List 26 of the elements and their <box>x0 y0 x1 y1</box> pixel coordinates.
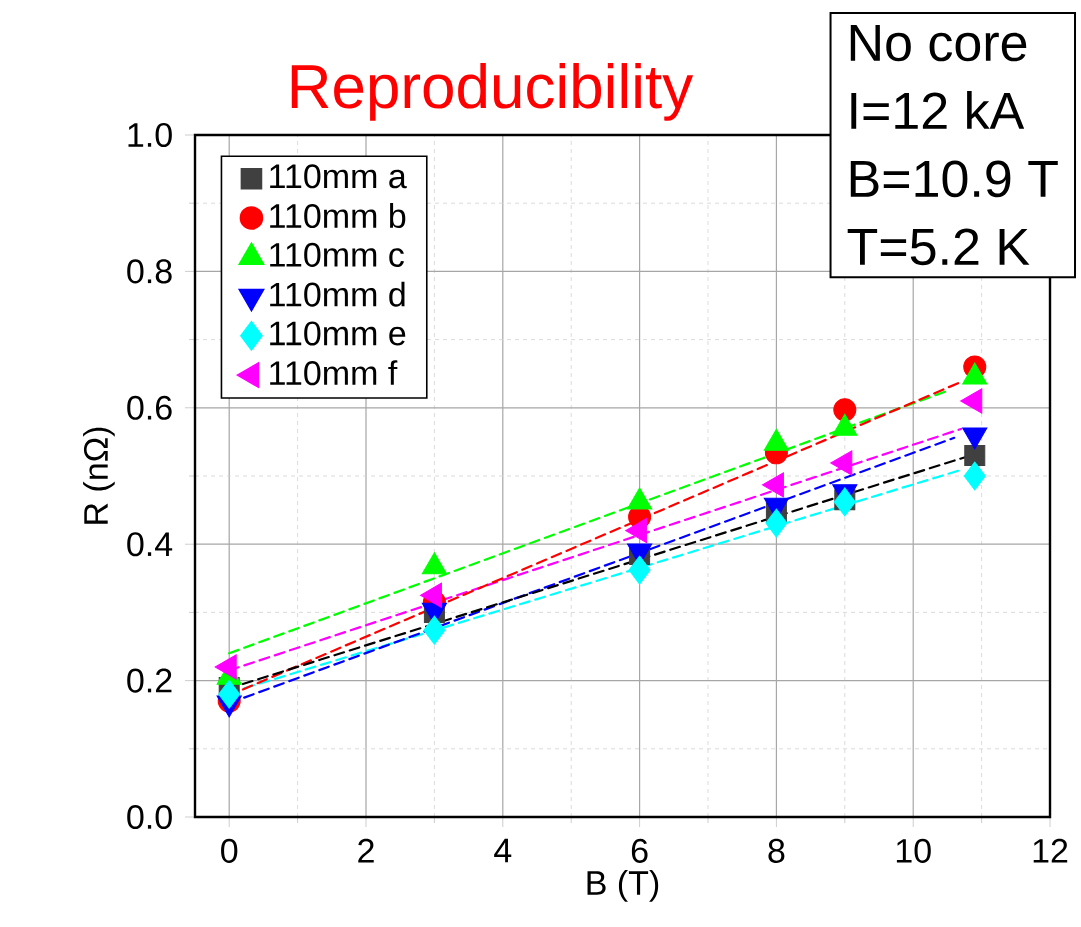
y-tick-label: 0.0 <box>127 804 172 830</box>
y-tick-label: 1.0 <box>128 122 172 148</box>
x-tick-label: 10 <box>896 838 931 863</box>
chart-title: Reproducibility <box>291 63 694 121</box>
x-tick-label: 6 <box>631 838 648 863</box>
x-tick-label: 8 <box>768 838 785 863</box>
x-tick-label: 4 <box>494 838 512 863</box>
legend-label: 110mm c <box>270 242 404 267</box>
y-tick-label: 0.2 <box>127 668 172 693</box>
legend-label: 110mm b <box>270 203 406 229</box>
text: No core <box>850 24 1027 62</box>
annotation: T=5.2 K <box>847 228 1030 266</box>
y-tick-label: 0.6 <box>127 395 172 420</box>
annotation: B=10.9 T <box>850 160 1058 198</box>
x-axis-title: B (T) <box>587 870 659 902</box>
y-axis-title: R (nΩ) <box>83 427 115 524</box>
legend-label: 110mm e <box>270 321 406 346</box>
legend-label: 110mm f <box>270 360 398 386</box>
x-tick-label: 12 <box>1033 838 1068 863</box>
x-tick-label: 2 <box>358 838 374 863</box>
legend-label: 110mm d <box>270 281 405 307</box>
y-tick-label: 0.4 <box>127 532 173 557</box>
text: I=12 kA <box>851 91 1025 129</box>
y-tick-label: 0.8 <box>127 259 172 284</box>
x-tick-label: 0 <box>221 838 238 863</box>
legend-label: 110mm a <box>270 164 407 189</box>
